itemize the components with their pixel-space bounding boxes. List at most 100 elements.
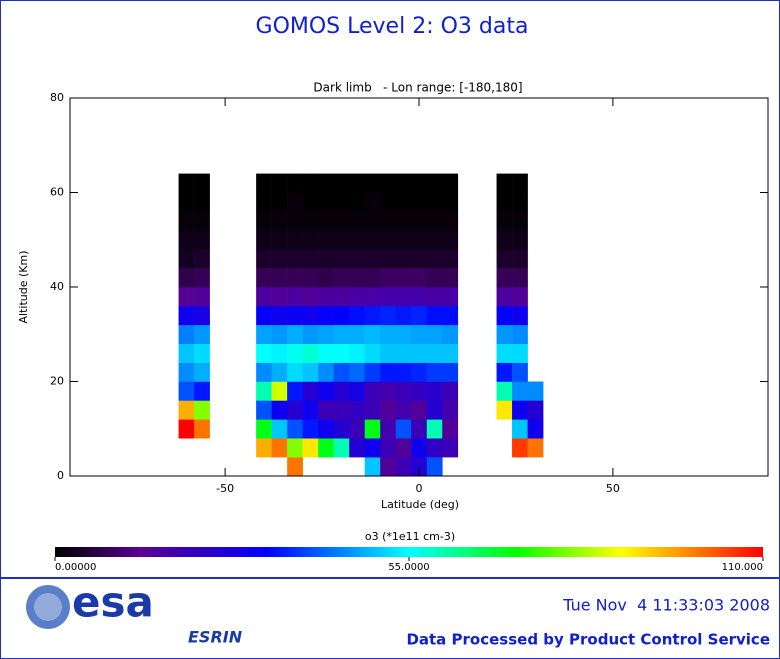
heat-cell <box>349 400 366 420</box>
heat-cell <box>426 438 443 458</box>
heat-cell <box>364 287 381 307</box>
heat-cell <box>364 438 381 458</box>
heat-cell <box>194 305 210 326</box>
heat-cell <box>194 324 210 344</box>
heat-cell <box>318 192 334 212</box>
heat-cell <box>287 173 303 193</box>
heat-cell <box>380 438 397 458</box>
heat-cell <box>178 249 195 269</box>
heat-cell <box>349 305 366 326</box>
heat-cell <box>287 438 303 458</box>
heat-cell <box>442 305 459 326</box>
heat-cell <box>333 173 350 193</box>
heat-cell <box>380 230 397 250</box>
heat-cell <box>426 249 443 269</box>
heat-cell <box>287 324 303 344</box>
heat-cell <box>364 305 381 326</box>
heat-cell <box>256 419 272 439</box>
heat-cell <box>364 268 381 288</box>
heat-cell <box>364 230 381 250</box>
heat-cell <box>318 419 334 439</box>
heat-cell <box>442 287 459 307</box>
heat-cell <box>411 381 428 401</box>
heat-cell <box>364 173 381 193</box>
heat-cell <box>333 400 350 420</box>
heat-cell <box>496 381 513 401</box>
heat-cell <box>395 457 412 477</box>
heat-cell <box>364 343 381 363</box>
heat-cell <box>380 324 397 344</box>
heat-cell <box>349 362 366 382</box>
heat-cell <box>395 287 412 307</box>
heat-cell <box>512 400 528 420</box>
heat-cell <box>527 419 544 439</box>
heat-cell <box>380 268 397 288</box>
heat-cell <box>178 230 195 250</box>
heat-cell <box>333 419 350 439</box>
heat-cell <box>380 362 397 382</box>
heat-cell <box>349 192 366 212</box>
heat-cell <box>442 324 459 344</box>
heat-cell <box>194 173 210 193</box>
heat-cell <box>178 211 195 231</box>
heat-cell <box>287 362 303 382</box>
heat-cell <box>333 381 350 401</box>
heat-cell <box>302 230 319 250</box>
heat-cell <box>287 192 303 212</box>
heat-cell <box>364 362 381 382</box>
heat-cell <box>333 305 350 326</box>
colorbar-tick-label: 110.000 <box>722 562 763 573</box>
heat-cell <box>178 400 195 420</box>
heat-cell <box>194 249 210 269</box>
y-axis-label: Altitude (Km) <box>17 251 30 324</box>
heat-cell <box>380 419 397 439</box>
heat-cell <box>318 362 334 382</box>
heat-cell <box>527 381 544 401</box>
heat-cell <box>302 400 319 420</box>
heat-cell <box>194 343 210 363</box>
heat-cell <box>256 287 272 307</box>
heat-cell <box>271 249 288 269</box>
heat-cell <box>333 249 350 269</box>
heat-cell <box>512 211 528 231</box>
heat-cell <box>512 438 528 458</box>
heat-cell <box>287 305 303 326</box>
heat-cell <box>318 305 334 326</box>
heat-cell <box>364 457 381 477</box>
heat-cell <box>349 324 366 344</box>
heat-cell <box>318 381 334 401</box>
heat-cell <box>512 230 528 250</box>
heat-cell <box>395 343 412 363</box>
heat-cell <box>380 211 397 231</box>
heat-cell <box>395 305 412 326</box>
heat-cell <box>271 400 288 420</box>
heat-cell <box>194 362 210 382</box>
heat-cell <box>302 192 319 212</box>
heat-cell <box>287 343 303 363</box>
heat-cell <box>364 381 381 401</box>
heat-cell <box>411 249 428 269</box>
heat-cell <box>178 173 195 193</box>
heat-cell <box>442 381 459 401</box>
x-tick-label: 0 <box>416 482 423 495</box>
heat-cell <box>271 211 288 231</box>
heat-cell <box>442 268 459 288</box>
heat-cell <box>512 268 528 288</box>
heat-cell <box>333 438 350 458</box>
heat-cell <box>333 343 350 363</box>
heat-cell <box>380 305 397 326</box>
heat-cell <box>395 362 412 382</box>
chart-title: GOMOS Level 2: O3 data <box>256 14 529 39</box>
heat-cell <box>411 230 428 250</box>
heat-cell <box>380 400 397 420</box>
heat-cell <box>411 400 428 420</box>
timestamp: Tue Nov 4 11:33:03 2008 <box>562 596 770 615</box>
heat-cell <box>318 287 334 307</box>
heat-cell <box>411 438 428 458</box>
heat-cell <box>194 230 210 250</box>
heat-cell <box>178 287 195 307</box>
y-tick-label: 80 <box>50 91 64 104</box>
heat-cell <box>527 438 544 458</box>
heat-cell <box>496 211 513 231</box>
